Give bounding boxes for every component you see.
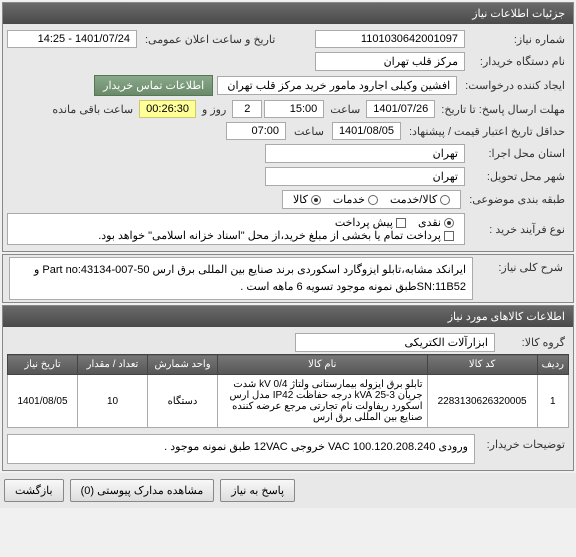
purchase-group: نقدی پیش پرداخت پرداخت تمام یا بخشی از م…: [7, 213, 465, 245]
summary-label: شرح کلی نیاز:: [477, 257, 567, 274]
radio-cash[interactable]: نقدی: [418, 216, 454, 229]
radio-icon: [444, 218, 454, 228]
cell-code: 2283130626320005: [427, 375, 537, 428]
details-header: جزئیات اطلاعات نیاز: [3, 3, 573, 24]
category-group: کالا/خدمت خدمات کالا: [282, 190, 461, 209]
cell-name: تابلو برق ایزوله بیمارستانی ولتاژ kV 0/4…: [218, 375, 428, 428]
radio-label-text: خدمات: [333, 193, 365, 206]
exec-value: تهران: [265, 144, 465, 163]
deadline-label: مهلت ارسال پاسخ: تا تاریخ:: [437, 103, 569, 116]
notes-value: ورودی VAC 100.120.208.240 خروجی 12VAC طب…: [7, 434, 475, 464]
creator-label: ایجاد کننده درخواست:: [461, 79, 569, 92]
radio-goods[interactable]: کالا: [293, 193, 321, 206]
radio-service[interactable]: خدمات: [333, 193, 378, 206]
announce-value: 1401/07/24 - 14:25: [7, 30, 137, 48]
group-value: ابزارآلات الکتریکی: [295, 333, 495, 352]
cell-date: 1401/08/05: [8, 375, 78, 428]
col-unit: واحد شمارش: [148, 355, 218, 375]
deadline-time-label: ساعت: [326, 103, 364, 116]
remain-label: ساعت باقی مانده: [48, 103, 137, 116]
details-panel: جزئیات اطلاعات نیاز شماره نیاز: 11010306…: [2, 2, 574, 252]
col-date: تاریخ نیاز: [8, 355, 78, 375]
announce-label: تاریخ و ساعت اعلان عمومی:: [141, 33, 279, 46]
notes-label: توضیحات خریدار:: [479, 434, 569, 451]
check-pre[interactable]: پیش پرداخت: [335, 216, 406, 229]
contact-button[interactable]: اطلاعات تماس خریدار: [94, 75, 213, 96]
deliver-value: تهران: [265, 167, 465, 186]
attachments-button[interactable]: مشاهده مدارک پیوستی (0): [70, 479, 215, 502]
creator-value: افشین وکیلی اجارود مامور خرید مرکز قلب ت…: [217, 76, 457, 95]
col-qty: تعداد / مقدار: [78, 355, 148, 375]
validity-time-label: ساعت: [290, 125, 328, 138]
checkbox-icon: [444, 231, 454, 241]
group-label: گروه کالا:: [499, 336, 569, 349]
items-panel: اطلاعات کالاهای مورد نیاز گروه کالا: ابز…: [2, 305, 574, 471]
cell-qty: 10: [78, 375, 148, 428]
need-number-value: 1101030642001097: [315, 30, 465, 48]
days-label: روز و: [198, 103, 230, 116]
items-header: اطلاعات کالاهای مورد نیاز: [3, 306, 573, 327]
col-index: ردیف: [537, 355, 568, 375]
exec-label: استان محل اجرا:: [469, 147, 569, 160]
cell-unit: دستگاه: [148, 375, 218, 428]
buyer-label: نام دستگاه خریدار:: [469, 55, 569, 68]
checkbox-icon: [396, 218, 406, 228]
radio-icon: [311, 195, 321, 205]
cell-index: 1: [537, 375, 568, 428]
items-table: ردیف کد کالا نام کالا واحد شمارش تعداد /…: [7, 354, 569, 428]
deadline-date: 1401/07/26: [366, 100, 435, 118]
check-full[interactable]: پرداخت تمام یا بخشی از مبلغ خرید،از محل …: [98, 229, 454, 242]
buyer-value: مرکز قلب تهران: [315, 52, 465, 71]
check-label-text: پیش پرداخت: [335, 216, 393, 229]
reply-button[interactable]: پاسخ به نیاز: [220, 479, 295, 502]
button-row: پاسخ به نیاز مشاهده مدارک پیوستی (0) باز…: [0, 473, 576, 508]
need-number-label: شماره نیاز:: [469, 33, 569, 46]
radio-label-text: کالا: [293, 193, 308, 206]
col-code: کد کالا: [427, 355, 537, 375]
col-name: نام کالا: [218, 355, 428, 375]
check-label-text: پرداخت تمام یا بخشی از مبلغ خرید،از محل …: [98, 229, 441, 242]
table-header-row: ردیف کد کالا نام کالا واحد شمارش تعداد /…: [8, 355, 569, 375]
validity-time: 07:00: [226, 122, 286, 140]
radio-label-text: کالا/خدمت: [390, 193, 437, 206]
countdown: 00:26:30: [139, 100, 196, 118]
radio-label-text: نقدی: [418, 216, 441, 229]
table-row[interactable]: 1 2283130626320005 تابلو برق ایزوله بیما…: [8, 375, 569, 428]
deliver-label: شهر محل تحویل:: [469, 170, 569, 183]
radio-icon: [368, 195, 378, 205]
validity-date: 1401/08/05: [332, 122, 401, 140]
deadline-time: 15:00: [264, 100, 324, 118]
days-value: 2: [232, 100, 262, 118]
validity-label: حداقل تاریخ اعتبار قیمت / پیشنهاد:: [405, 125, 569, 138]
radio-goods-service[interactable]: کالا/خدمت: [390, 193, 450, 206]
back-button[interactable]: بازگشت: [4, 479, 64, 502]
category-label: طبقه بندی موضوعی:: [465, 193, 569, 206]
purchase-label: نوع فرآیند خرید :: [469, 223, 569, 236]
summary-text: ایرانکد مشابه،تابلو ایزوگارد اسکوردی برن…: [9, 257, 473, 300]
radio-icon: [440, 195, 450, 205]
